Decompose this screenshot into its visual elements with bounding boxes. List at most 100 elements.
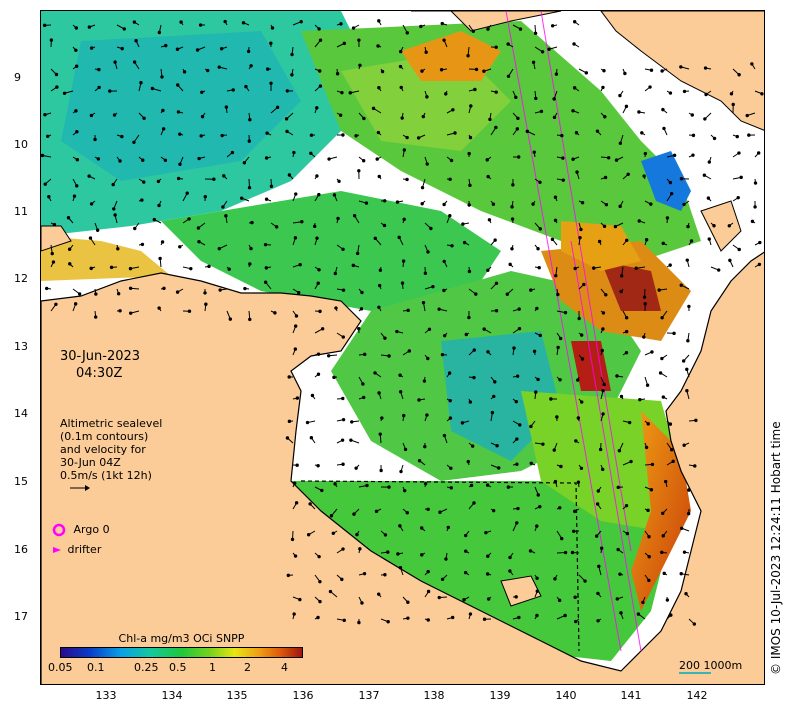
velocity-arrow-head [421, 300, 426, 305]
land-area [41, 11, 764, 684]
velocity-arrow-head [73, 302, 78, 306]
velocity-arrow-head [163, 158, 168, 162]
velocity-arrow-head [122, 27, 126, 31]
depth-scale-bar [679, 672, 711, 674]
velocity-arrow-head [220, 133, 224, 138]
velocity-arrow-head [681, 359, 686, 363]
velocity-arrow-head [295, 396, 300, 400]
velocity-arrow-head [644, 445, 649, 450]
velocity-arrow-head [646, 508, 650, 513]
velocity-arrow-head [89, 46, 94, 50]
velocity-arrow-head [219, 47, 224, 51]
velocity-arrow-head [133, 226, 137, 231]
velocity-arrow-head [362, 116, 366, 121]
velocity-arrow-head [467, 315, 471, 320]
velocity-arrow-head [399, 85, 403, 90]
velocity-arrow-head [660, 69, 664, 73]
velocity-arrow-head [491, 202, 496, 206]
velocity-arrow-head [572, 42, 576, 46]
velocity-arrow-head [679, 526, 684, 530]
velocity-arrow-head [515, 127, 520, 131]
y-tick-label: 12 [14, 272, 28, 285]
velocity-arrow-head [760, 92, 764, 96]
velocity-arrow-head [474, 67, 479, 72]
velocity-arrow-head [429, 226, 433, 231]
velocity-arrow-head [442, 288, 446, 293]
velocity-arrow-head [341, 335, 345, 339]
velocity-arrow-head [702, 173, 707, 177]
velocity-arrow-head [341, 247, 345, 251]
velocity-arrow-head [468, 135, 473, 140]
velocity-arrow-head [494, 309, 499, 313]
velocity-arrow-head [75, 158, 80, 162]
velocity-arrow-head [599, 546, 604, 550]
velocity-arrow-head [221, 205, 225, 209]
velocity-arrow-head [448, 214, 452, 218]
velocity-arrow-head [357, 169, 361, 173]
velocity-arrow-head [691, 133, 696, 138]
velocity-arrow-head [327, 157, 331, 161]
drifter-key: drifter [52, 543, 101, 556]
velocity-arrow-head [514, 399, 518, 404]
velocity-arrow-head [580, 400, 584, 404]
velocity-arrow-head [531, 202, 535, 206]
velocity-arrow-head [747, 133, 751, 137]
velocity-arrow-head [464, 332, 469, 337]
velocity-arrow-head [89, 266, 93, 271]
y-tick-label: 10 [14, 138, 28, 151]
velocity-arrow-head [294, 192, 298, 196]
map-frame [40, 10, 765, 685]
velocity-arrow-head [463, 549, 468, 553]
drifter-track [300, 480, 580, 652]
velocity-arrow-head [604, 202, 609, 207]
velocity-arrow-head [358, 63, 362, 68]
velocity-arrow-head [379, 468, 383, 473]
velocity-arrow-head [187, 309, 192, 313]
velocity-arrow-head [402, 148, 407, 152]
velocity-arrow-head [109, 265, 114, 270]
velocity-arrow-head [736, 195, 740, 200]
velocity-arrow-head [703, 117, 707, 121]
velocity-arrow-head [160, 75, 164, 79]
velocity-arrow-head [156, 179, 161, 184]
x-tick-label: 135 [226, 689, 248, 702]
velocity-arrow-head [318, 309, 322, 314]
velocity-arrow-head [425, 95, 429, 99]
velocity-arrow-head [96, 157, 101, 161]
x-tick-label: 133 [95, 689, 117, 702]
velocity-arrow-head [207, 264, 211, 269]
velocity-arrow-head [72, 194, 77, 198]
velocity-arrow-head [426, 569, 430, 574]
velocity-arrow-head [486, 174, 490, 179]
velocity-arrow-head [685, 367, 689, 372]
velocity-arrow-head [357, 38, 361, 42]
velocity-arrow-head [248, 317, 252, 322]
velocity-arrow-head [140, 242, 145, 247]
velocity-arrow-head [425, 413, 429, 417]
velocity-arrow-head [377, 592, 381, 596]
velocity-arrow-head [690, 113, 694, 117]
velocity-arrow-head [328, 589, 333, 594]
velocity-arrow-head [111, 182, 115, 187]
velocity-arrow-head [579, 227, 583, 232]
velocity-arrow-head [373, 371, 377, 375]
velocity-arrow-head [735, 134, 739, 139]
velocity-arrow-head [316, 615, 320, 620]
velocity-arrow-head [329, 514, 334, 518]
velocity-arrow-head [649, 68, 654, 72]
velocity-arrow-head [686, 224, 690, 229]
velocity-arrow-head [424, 50, 428, 54]
velocity-arrow-head [176, 110, 181, 114]
velocity-arrow-head [204, 302, 208, 306]
velocity-arrow-head [223, 19, 227, 24]
x-tick-label: 134 [161, 689, 183, 702]
velocity-arrow-head [729, 92, 734, 96]
velocity-arrow-head [112, 113, 117, 117]
velocity-arrow-head [682, 202, 686, 207]
velocity-arrow-head [506, 485, 511, 489]
velocity-arrow-head [263, 280, 268, 284]
velocity-arrow-head [662, 571, 666, 576]
velocity-arrow-head [305, 420, 310, 425]
velocity-arrow-head [573, 595, 577, 599]
velocity-arrow-head [482, 69, 486, 73]
